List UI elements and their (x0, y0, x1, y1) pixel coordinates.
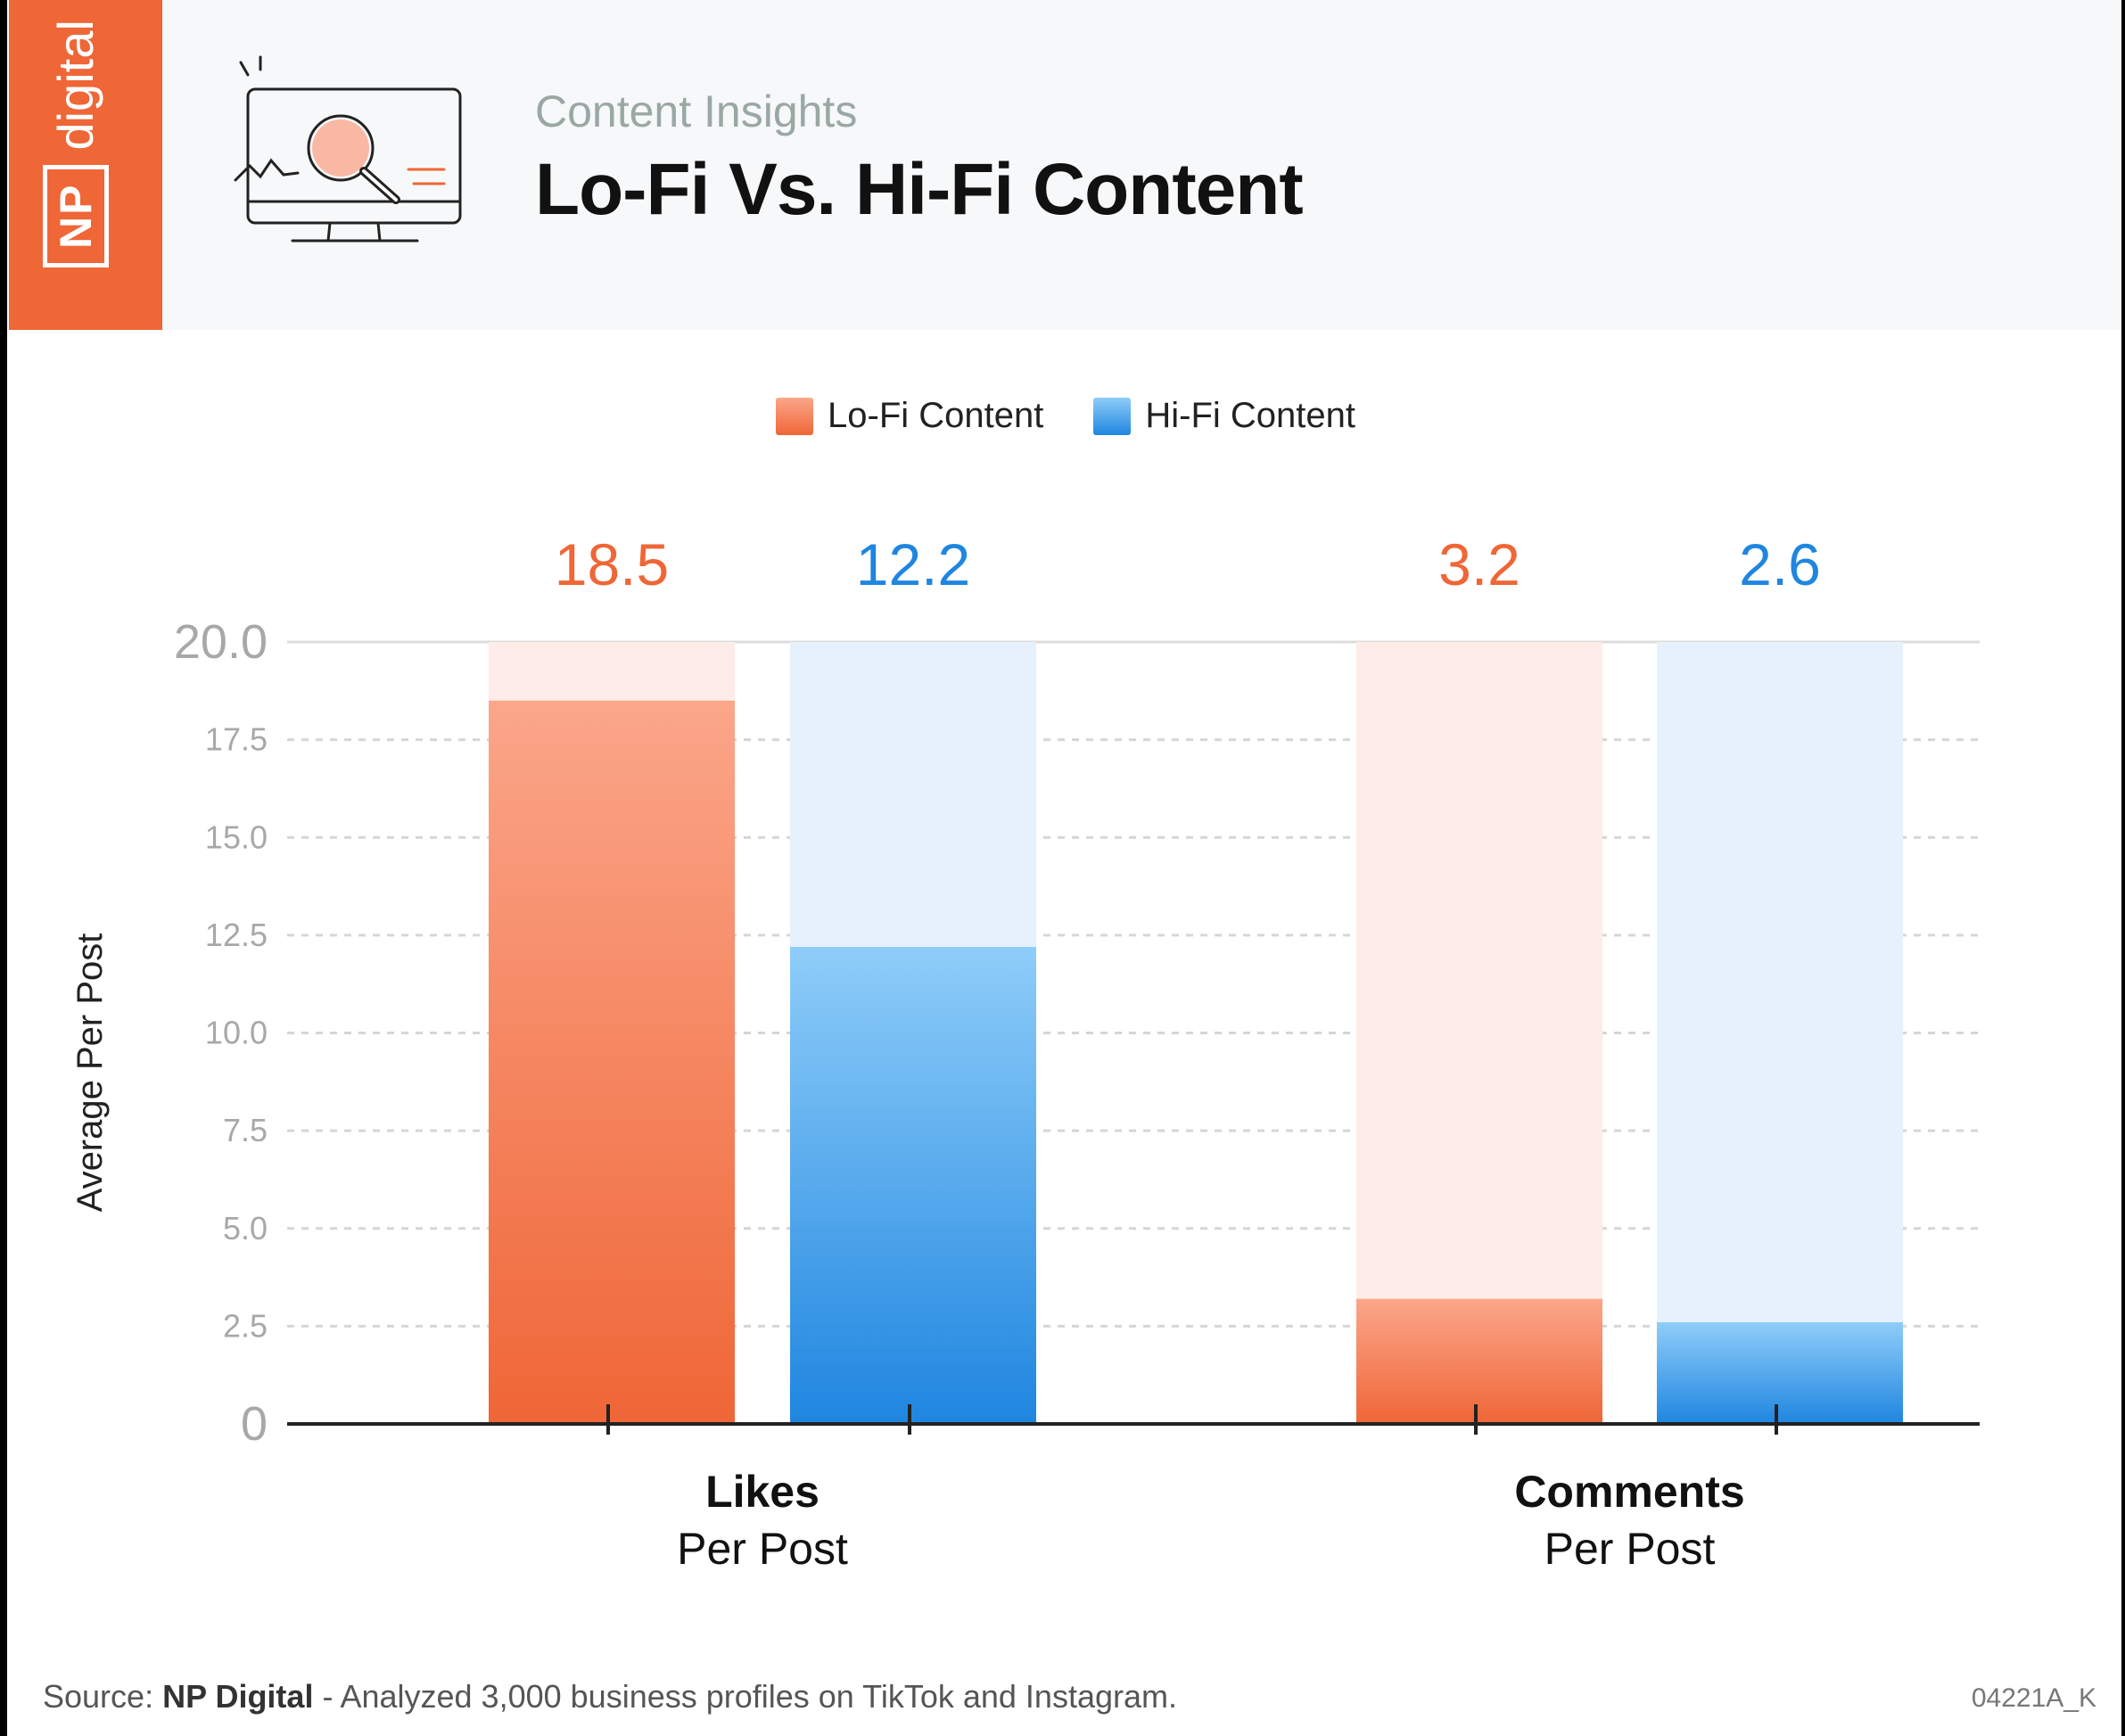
category-sublabel: Per Post (677, 1524, 848, 1574)
chart-legend: Lo-Fi Content Hi-Fi Content (776, 396, 1405, 436)
right-border (2121, 0, 2125, 1736)
category-sublabel: Per Post (1544, 1524, 1716, 1574)
bar (1657, 1321, 1903, 1424)
source-name: NP Digital (162, 1678, 314, 1715)
legend-label-hifi: Hi-Fi Content (1145, 396, 1355, 435)
legend-item-lofi: Lo-Fi Content (776, 396, 1043, 436)
y-tick-label: 10.0 (205, 1015, 268, 1051)
y-tick-label: 2.5 (223, 1307, 268, 1344)
page-subtitle: Content Insights (535, 86, 858, 136)
brand-logo: NP digital (9, 0, 162, 330)
legend-item-hifi: Hi-Fi Content (1093, 396, 1355, 436)
source-rest: - Analyzed 3,000 business profiles on Ti… (313, 1678, 1177, 1715)
data-label: 12.2 (856, 531, 970, 597)
y-tick-label: 15.0 (205, 819, 268, 855)
y-tick-label: 5.0 (223, 1210, 268, 1246)
source-prefix: Source: (43, 1678, 163, 1715)
legend-swatch-lofi (776, 397, 813, 435)
category-label: Comments (1514, 1467, 1744, 1517)
y-tick-label: 7.5 (223, 1112, 268, 1148)
bar-track (1356, 642, 1602, 1424)
category-label: Likes (705, 1467, 820, 1517)
legend-swatch-hifi (1093, 397, 1132, 435)
y-tick-label: 12.5 (205, 917, 268, 953)
source-note: Source: NP Digital - Analyzed 3,000 busi… (43, 1678, 1177, 1715)
y-tick-label: 17.5 (205, 721, 268, 758)
legend-label-lofi: Lo-Fi Content (828, 396, 1044, 435)
page-title: Lo-Fi Vs. Hi-Fi Content (535, 149, 1304, 230)
y-tick-label: 0 (241, 1397, 268, 1451)
y-tick-label: 20.0 (174, 615, 268, 669)
bar-track (1657, 642, 1903, 1424)
data-label: 3.2 (1438, 531, 1520, 597)
figure-code: 04221A_K (1971, 1683, 2096, 1713)
bar (790, 947, 1036, 1424)
bar (1356, 1298, 1602, 1424)
data-label: 18.5 (555, 531, 669, 597)
monitor-magnifier-icon (234, 55, 462, 243)
left-border (0, 0, 7, 1736)
data-label: 2.6 (1739, 531, 1821, 597)
bar (489, 700, 735, 1424)
y-axis-title: Average Per Post (70, 934, 110, 1213)
